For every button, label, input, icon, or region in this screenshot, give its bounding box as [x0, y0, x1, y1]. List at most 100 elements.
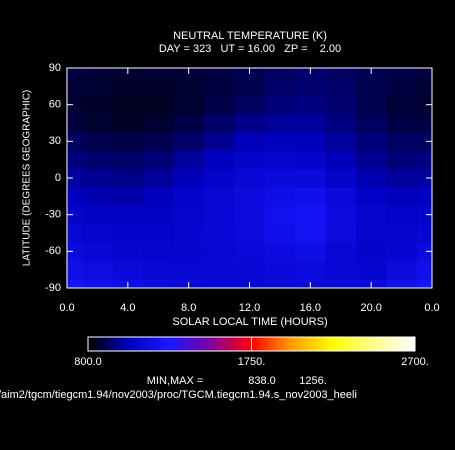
heatmap-cell [173, 260, 205, 280]
heatmap-cell [264, 113, 296, 133]
heatmap-cell [234, 242, 266, 261]
y-tick-label: 30 [49, 135, 61, 147]
heatmap-cell [325, 113, 357, 133]
heatmap-cell [325, 150, 357, 170]
colorbar-tick-label: 800.0 [74, 356, 102, 368]
heatmap-cell [67, 113, 83, 133]
heatmap-cell [264, 150, 296, 170]
heatmap-cell [234, 168, 266, 188]
heatmap-cell [67, 68, 83, 78]
colorbar-tick-label: 1750. [238, 356, 266, 368]
heatmap-cell [82, 113, 114, 133]
heatmap-cell [416, 278, 432, 288]
heatmap-cell [82, 132, 114, 151]
heatmap-cell [355, 223, 387, 243]
heatmap-cell [67, 223, 83, 243]
heatmap-cell [67, 260, 83, 280]
heatmap-cell [173, 223, 205, 243]
heatmap-cell [355, 187, 387, 206]
heatmap-cell [67, 132, 83, 151]
heatmap-cell [173, 113, 205, 133]
heatmap-cell [295, 168, 327, 188]
heatmap-cell [82, 223, 114, 243]
heatmap-cell [234, 187, 266, 206]
heatmap-cell [112, 132, 144, 151]
heatmap-cell [355, 132, 387, 151]
heatmap-cell [234, 205, 266, 225]
x-tick-label: 16.0 [300, 302, 321, 314]
heatmap-cell [416, 150, 432, 170]
heatmap-cell [112, 223, 144, 243]
heatmap-cell [416, 242, 432, 261]
heatmap-cell [386, 168, 418, 188]
heatmap-cell [234, 77, 266, 96]
max-value: 1256. [299, 375, 327, 387]
heatmap-cell [203, 260, 235, 280]
heatmap-cell [82, 205, 114, 225]
heatmap-cell [82, 242, 114, 261]
heatmap [67, 68, 432, 288]
heatmap-cell [355, 242, 387, 261]
heatmap-cell [143, 77, 174, 96]
heatmap-cell [203, 168, 235, 188]
heatmap-cell [386, 205, 418, 225]
heatmap-cell [264, 223, 296, 243]
heatmap-cell [112, 187, 144, 206]
x-tick-label: 12.0 [239, 302, 260, 314]
heatmap-cell [203, 77, 235, 96]
x-tick-label: 0.0 [424, 302, 439, 314]
heatmap-cell [143, 223, 174, 243]
heatmap-cell [67, 95, 83, 115]
heatmap-cell [295, 205, 327, 225]
heatmap-cell [67, 77, 83, 96]
heatmap-cell [143, 95, 174, 115]
heatmap-cell [173, 187, 205, 206]
heatmap-cell [386, 150, 418, 170]
heatmap-cell [416, 77, 432, 96]
heatmap-cell [112, 260, 144, 280]
heatmap-cell [173, 95, 205, 115]
heatmap-cell [325, 77, 357, 96]
y-tick-label: 90 [49, 62, 61, 74]
heatmap-cell [325, 187, 357, 206]
heatmap-cell [264, 260, 296, 280]
heatmap-cell [143, 168, 174, 188]
heatmap-cell [325, 168, 357, 188]
heatmap-cell [173, 150, 205, 170]
heatmap-cell [325, 278, 357, 288]
heatmap-cell [355, 168, 387, 188]
heatmap-cell [416, 187, 432, 206]
heatmap-cell [112, 168, 144, 188]
heatmap-cell [295, 132, 327, 151]
heatmap-cell [143, 278, 174, 288]
heatmap-cell [386, 68, 418, 78]
heatmap-cell [82, 168, 114, 188]
heatmap-cell [416, 205, 432, 225]
heatmap-cell [264, 132, 296, 151]
heatmap-cell [295, 260, 327, 280]
heatmap-cell [264, 187, 296, 206]
y-axis-label: LATITUDE (DEGREES GEOGRAPHIC) [22, 90, 33, 267]
heatmap-cell [386, 260, 418, 280]
heatmap-cell [416, 113, 432, 133]
heatmap-cell [264, 205, 296, 225]
heatmap-cell [416, 95, 432, 115]
heatmap-cell [82, 260, 114, 280]
heatmap-cell [264, 278, 296, 288]
heatmap-cell [173, 77, 205, 96]
heatmap-cell [416, 132, 432, 151]
heatmap-cell [416, 223, 432, 243]
heatmap-cell [173, 205, 205, 225]
heatmap-cell [355, 113, 387, 133]
heatmap-cell [143, 150, 174, 170]
x-tick-label: 8.0 [181, 302, 196, 314]
heatmap-cell [295, 150, 327, 170]
heatmap-cell [143, 132, 174, 151]
heatmap-cell [203, 150, 235, 170]
heatmap-cell [143, 242, 174, 261]
heatmap-cell [173, 168, 205, 188]
heatmap-cell [264, 68, 296, 78]
heatmap-cell [386, 113, 418, 133]
y-tick-label: -30 [45, 209, 61, 221]
